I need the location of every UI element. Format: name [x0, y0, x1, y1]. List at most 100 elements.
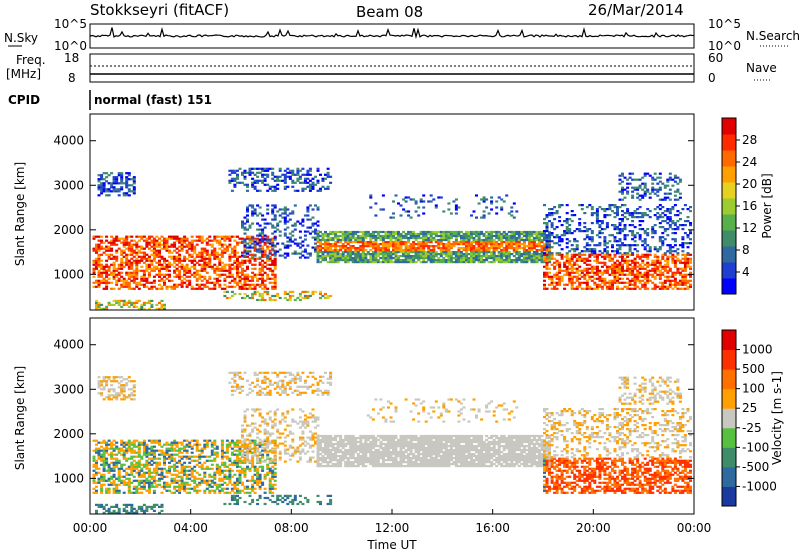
echo-cell	[548, 255, 551, 258]
echo-cell	[580, 269, 584, 272]
echo-cell	[324, 257, 327, 260]
echo-cell	[563, 287, 567, 290]
echo-cell	[105, 459, 109, 462]
echo-cell	[359, 230, 363, 234]
echo-cell	[241, 255, 244, 258]
echo-cell	[663, 192, 667, 195]
echo-cell	[142, 307, 146, 310]
echo-cell	[165, 483, 169, 486]
echo-cell	[595, 277, 599, 280]
echo-cell	[671, 271, 675, 274]
echo-cell	[261, 250, 265, 253]
echo-cell	[621, 244, 624, 247]
echo-cell	[512, 261, 516, 264]
echo-cell	[565, 242, 569, 245]
echo-cell	[100, 241, 104, 244]
echo-cell	[210, 251, 214, 254]
echo-cell	[127, 281, 131, 284]
echo-cell	[689, 210, 692, 213]
echo-cell	[112, 239, 116, 242]
echo-cell	[565, 232, 569, 235]
echo-cell	[102, 281, 106, 284]
echo-cell	[671, 279, 675, 282]
echo-cell	[155, 255, 159, 258]
echo-cell	[97, 477, 101, 480]
echo-cell	[198, 283, 202, 286]
echo-cell	[457, 257, 461, 260]
echo-cell	[646, 277, 650, 280]
echo-cell	[268, 222, 272, 225]
echo-cell	[442, 243, 446, 246]
echo-cell	[339, 249, 343, 252]
echo-cell	[92, 271, 96, 274]
echo-cell	[150, 463, 154, 466]
echo-cell	[140, 275, 144, 278]
echo-cell	[334, 243, 338, 246]
echo-cell	[364, 241, 368, 244]
echo-cell	[621, 277, 624, 280]
echo-cell	[168, 245, 171, 248]
echo-cell	[150, 259, 154, 262]
echo-cell	[492, 241, 496, 244]
echo-cell	[376, 261, 380, 264]
echo-cell	[661, 283, 665, 286]
echo-cell	[356, 255, 360, 258]
echo-cell	[243, 228, 247, 231]
echo-cell	[140, 255, 144, 258]
echo-cell	[95, 265, 98, 268]
echo-cell	[193, 271, 197, 274]
echo-cell	[213, 247, 217, 250]
echo-cell	[553, 218, 557, 221]
echo-cell	[268, 281, 272, 284]
echo-cell	[477, 243, 481, 246]
echo-cell	[387, 249, 390, 252]
echo-cell	[205, 263, 209, 266]
echo-cell	[150, 475, 154, 478]
echo-cell	[276, 222, 280, 225]
echo-cell	[168, 273, 171, 276]
echo-cell	[241, 269, 244, 272]
echo-cell	[316, 253, 320, 256]
echo-cell	[281, 208, 285, 211]
beam-label: Beam 08	[356, 3, 423, 21]
echo-cell	[147, 267, 151, 270]
echo-cell	[467, 261, 471, 264]
echo-cell	[628, 259, 632, 262]
echo-cell	[371, 243, 375, 246]
colorbar-tick-label: 28	[742, 133, 757, 147]
echo-cell	[419, 230, 423, 234]
echo-cell	[452, 261, 456, 264]
echo-cell	[127, 273, 131, 276]
echo-cell	[568, 228, 572, 231]
echo-cell	[631, 216, 635, 219]
echo-cell	[341, 243, 345, 246]
echo-cell	[429, 251, 433, 254]
echo-cell	[203, 259, 207, 262]
echo-cell	[643, 190, 647, 193]
echo-cell	[578, 252, 582, 255]
echo-cell	[540, 245, 544, 248]
echo-cell	[374, 236, 378, 240]
echo-cell	[135, 275, 139, 278]
echo-cell	[545, 287, 549, 290]
echo-cell	[502, 251, 506, 254]
echo-cell	[238, 275, 242, 278]
echo-cell	[238, 261, 242, 264]
echo-cell	[258, 224, 262, 227]
echo-cell	[115, 461, 119, 464]
echo-cell	[163, 443, 166, 446]
echo-cell	[152, 247, 156, 250]
echo-cell	[512, 202, 516, 205]
echo-cell	[585, 206, 589, 209]
echo-cell	[286, 185, 290, 188]
echo-cell	[178, 475, 182, 478]
echo-cell	[585, 283, 589, 286]
echo-cell	[553, 261, 557, 264]
echo-cell	[555, 273, 559, 276]
echo-cell	[407, 251, 411, 254]
echo-cell	[666, 218, 670, 221]
echo-cell	[482, 253, 486, 256]
echo-cell	[631, 238, 635, 241]
echo-cell	[158, 307, 161, 310]
echo-cell	[658, 214, 662, 217]
